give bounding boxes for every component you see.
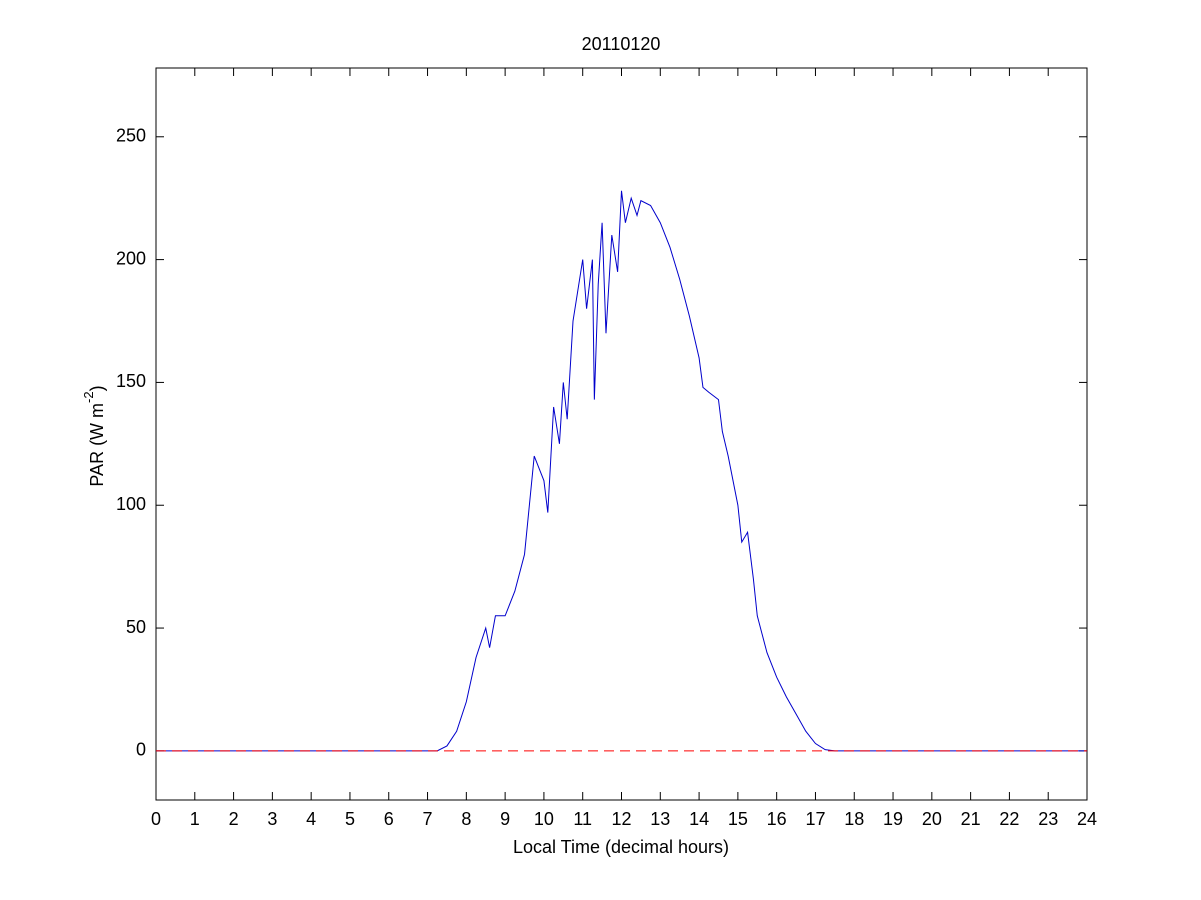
plot-frame: [155, 67, 1088, 801]
x-tick-label: 3: [267, 809, 277, 829]
y-tick-label: 0: [136, 740, 146, 760]
x-tick-label: 19: [883, 809, 903, 829]
y-label-sup: -2: [81, 391, 96, 403]
y-label-end: ): [87, 385, 107, 391]
y-label-text: PAR (W m: [87, 403, 107, 487]
y-tick-label: 200: [116, 248, 146, 268]
x-tick-label: 18: [844, 809, 864, 829]
x-tick-label: 24: [1077, 809, 1097, 829]
x-tick-label: 12: [611, 809, 631, 829]
x-tick-label: 2: [229, 809, 239, 829]
x-tick-label: 9: [500, 809, 510, 829]
x-tick-label: 8: [461, 809, 471, 829]
x-tick-label: 17: [805, 809, 825, 829]
x-tick-label: 20: [922, 809, 942, 829]
x-tick-label: 15: [728, 809, 748, 829]
y-tick-label: 250: [116, 126, 146, 146]
x-tick-label: 22: [999, 809, 1019, 829]
x-tick-label: 5: [345, 809, 355, 829]
x-tick-label: 21: [961, 809, 981, 829]
x-tick-label: 13: [650, 809, 670, 829]
x-tick-label: 7: [423, 809, 433, 829]
x-tick-label: 10: [534, 809, 554, 829]
y-tick-label: 50: [126, 617, 146, 637]
x-tick-label: 0: [151, 809, 161, 829]
x-tick-label: 11: [573, 809, 592, 829]
y-axis-label: PAR (W m-2): [81, 385, 106, 486]
y-tick-label: 150: [116, 371, 146, 391]
chart-title: 20110120: [582, 34, 661, 54]
x-tick-label: 6: [384, 809, 394, 829]
x-tick-label: 1: [190, 809, 200, 829]
x-tick-label: 16: [767, 809, 787, 829]
y-tick-label: 100: [116, 494, 146, 514]
x-tick-label: 4: [306, 809, 316, 829]
x-tick-label: 14: [689, 809, 709, 829]
x-axis-label: Local Time (decimal hours): [513, 837, 729, 857]
data-line: [156, 190, 1087, 752]
x-tick-label: 23: [1038, 809, 1058, 829]
